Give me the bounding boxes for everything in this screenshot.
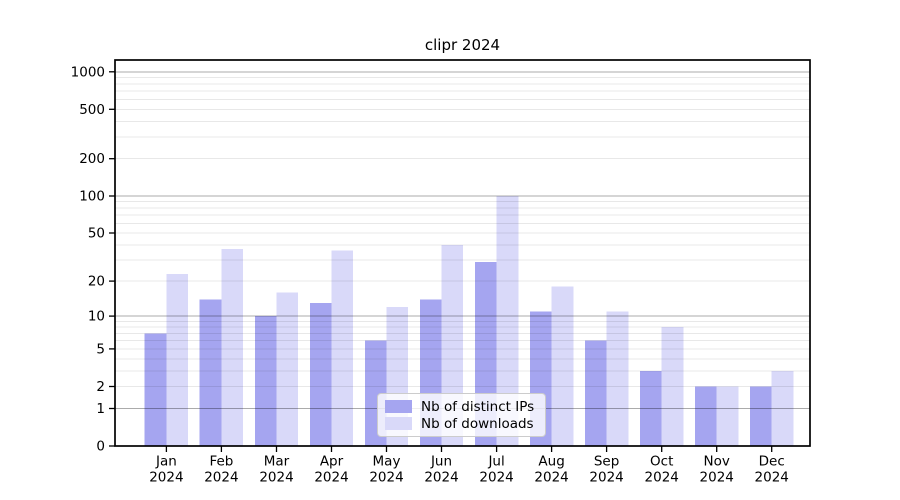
x-tick-label-month: Jan [155, 454, 177, 470]
legend-item-downloads: Nb of downloads [385, 416, 537, 432]
y-tick-label: 1 [96, 401, 105, 417]
x-tick-label-month: Nov [704, 454, 730, 470]
bar-distinct_ips-dec [750, 386, 772, 446]
plot-border [114, 59, 811, 447]
x-tick-label-year: 2024 [589, 470, 623, 486]
bar-downloads-feb [221, 249, 244, 446]
y-tick-label: 10 [88, 309, 105, 325]
chart-legend: Nb of distinct IPs Nb of downloads [377, 393, 546, 437]
chart-title: clipr 2024 [424, 36, 501, 54]
x-tick-label-year: 2024 [755, 470, 789, 486]
bar-downloads-mar [276, 292, 299, 446]
x-tick-label-year: 2024 [369, 470, 403, 486]
legend-label-downloads: Nb of downloads [421, 415, 534, 432]
x-tick-label-year: 2024 [424, 470, 458, 486]
y-tick-label: 100 [79, 189, 105, 205]
bar-downloads-jan [166, 273, 189, 446]
x-tick-label-year: 2024 [149, 470, 183, 486]
y-tick-label: 1000 [71, 64, 105, 80]
bar-downloads-nov [716, 386, 739, 446]
y-tick-label: 50 [88, 226, 105, 242]
x-tick-label-month: Oct [650, 454, 673, 470]
y-tick-label: 200 [79, 151, 105, 167]
x-tick-label-year: 2024 [204, 470, 238, 486]
x-tick-label-year: 2024 [314, 470, 348, 486]
bar-distinct_ips-sep [584, 340, 607, 446]
bar-distinct_ips-apr [309, 303, 332, 446]
y-tick-label: 5 [96, 341, 105, 357]
bar-distinct_ips-nov [695, 386, 717, 446]
bar-downloads-jul [496, 196, 519, 446]
x-tick-label-month: Feb [209, 454, 233, 470]
x-tick-label-year: 2024 [700, 470, 734, 486]
x-tick-label-month: Dec [759, 454, 785, 470]
bar-distinct_ips-jan [144, 333, 167, 446]
x-tick-label-year: 2024 [259, 470, 293, 486]
legend-swatch-distinct-ips [385, 400, 412, 413]
bar-downloads-sep [606, 311, 629, 446]
x-tick-label-year: 2024 [645, 470, 679, 486]
bar-distinct_ips-mar [254, 316, 277, 446]
x-tick-label-month: Jun [430, 454, 452, 470]
legend-label-distinct-ips: Nb of distinct IPs [421, 398, 535, 415]
bar-distinct_ips-feb [199, 299, 222, 446]
x-tick-label-month: Mar [264, 454, 290, 470]
x-tick-label-year: 2024 [534, 470, 568, 486]
y-tick-label: 2 [96, 379, 105, 395]
bar-downloads-dec [771, 370, 794, 446]
bar-distinct_ips-oct [640, 370, 662, 446]
x-tick-label-month: Jul [487, 454, 504, 470]
x-tick-label-month: May [373, 454, 401, 470]
bar-downloads-aug [551, 286, 574, 446]
x-tick-label-month: Aug [538, 454, 564, 470]
bar-downloads-oct [661, 327, 684, 446]
x-tick-label-month: Apr [320, 454, 344, 470]
y-tick-label: 500 [79, 102, 105, 118]
legend-swatch-downloads [385, 417, 412, 430]
y-tick-label: 0 [96, 439, 105, 455]
x-tick-label-month: Sep [594, 454, 619, 470]
y-tick-label: 20 [88, 274, 105, 290]
x-tick-label-year: 2024 [479, 470, 513, 486]
bar-downloads-apr [331, 250, 354, 446]
legend-item-distinct-ips: Nb of distinct IPs [385, 399, 537, 415]
